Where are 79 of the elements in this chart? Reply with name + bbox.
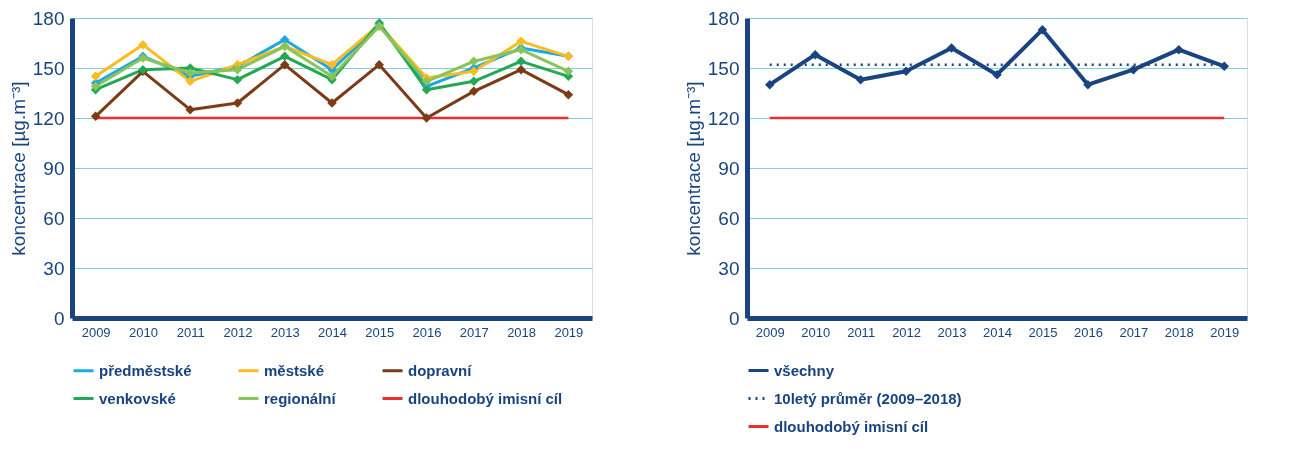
x-tick-label: 2011 bbox=[176, 324, 205, 340]
point bbox=[516, 36, 526, 47]
x-tick-label: 2014 bbox=[318, 324, 347, 340]
y-tick-label: 60 bbox=[43, 207, 65, 229]
y-tick-label: 120 bbox=[32, 107, 65, 129]
point bbox=[1174, 44, 1184, 55]
x-tick-label: 2012 bbox=[892, 324, 922, 340]
x-tick-label: 2017 bbox=[1119, 324, 1149, 340]
y-tick-label: 60 bbox=[718, 207, 740, 229]
point bbox=[185, 76, 195, 87]
x-tick-label: 2011 bbox=[847, 324, 876, 340]
legend-label: předměstské bbox=[99, 361, 192, 379]
x-tick-label: 2016 bbox=[412, 324, 442, 340]
point bbox=[279, 51, 290, 62]
point bbox=[421, 76, 432, 87]
y-tick-label: 90 bbox=[43, 157, 65, 179]
point bbox=[1083, 79, 1093, 90]
x-tick-label: 2018 bbox=[1164, 324, 1194, 340]
legend-label: dlouhodobý imisní cíl bbox=[774, 417, 929, 435]
x-tick-label: 2010 bbox=[801, 324, 831, 340]
point bbox=[185, 104, 195, 115]
point bbox=[992, 69, 1002, 80]
point bbox=[469, 76, 479, 87]
y-tick-label: 0 bbox=[53, 307, 65, 329]
point bbox=[1219, 61, 1230, 72]
point bbox=[138, 39, 148, 50]
x-tick-label: 2019 bbox=[1210, 324, 1240, 340]
point bbox=[327, 59, 337, 70]
y-axis-title: koncentrace [µg.m⁻³] bbox=[7, 81, 29, 256]
legend-label: všechny bbox=[774, 361, 835, 379]
point bbox=[90, 111, 101, 122]
point bbox=[232, 74, 243, 85]
point bbox=[946, 43, 957, 53]
point bbox=[1037, 24, 1048, 35]
x-tick-label: 2013 bbox=[937, 324, 967, 340]
legend-label: 10letý průměr (2009–2018) bbox=[774, 389, 962, 407]
y-tick-label: 120 bbox=[707, 107, 740, 129]
legend-label: venkovské bbox=[99, 389, 176, 407]
point bbox=[516, 64, 526, 75]
legend-label: dopravní bbox=[408, 361, 473, 379]
x-tick-label: 2012 bbox=[223, 324, 253, 340]
x-tick-label: 2017 bbox=[459, 324, 489, 340]
point bbox=[90, 71, 101, 82]
x-tick-label: 2016 bbox=[1073, 324, 1103, 340]
x-tick-label: 2018 bbox=[507, 324, 537, 340]
y-tick-label: 30 bbox=[43, 257, 65, 279]
y-axis-title: koncentrace [µg.m⁻³] bbox=[682, 81, 704, 256]
point bbox=[374, 59, 385, 70]
x-tick-label: 2009 bbox=[81, 324, 111, 340]
x-tick-label: 2014 bbox=[983, 324, 1012, 340]
y-tick-label: 150 bbox=[32, 57, 65, 79]
point bbox=[901, 66, 911, 77]
y-tick-label: 180 bbox=[32, 7, 65, 29]
y-tick-label: 150 bbox=[707, 57, 740, 79]
x-tick-label: 2009 bbox=[755, 324, 785, 340]
point bbox=[469, 56, 479, 67]
legend-label: dlouhodobý imisní cíl bbox=[408, 389, 563, 407]
x-tick-label: 2013 bbox=[270, 324, 300, 340]
point bbox=[1128, 64, 1139, 75]
x-tick-label: 2015 bbox=[1028, 324, 1058, 340]
point bbox=[279, 59, 290, 70]
legend-label: regionální bbox=[264, 389, 337, 407]
point bbox=[563, 89, 574, 100]
point bbox=[810, 49, 820, 60]
y-tick-label: 0 bbox=[728, 307, 740, 329]
x-tick-label: 2010 bbox=[128, 324, 158, 340]
point bbox=[469, 86, 479, 97]
point bbox=[563, 66, 574, 77]
legend-label: městské bbox=[264, 361, 325, 379]
point bbox=[421, 113, 432, 123]
y-tick-label: 90 bbox=[718, 157, 740, 179]
y-tick-label: 30 bbox=[718, 257, 740, 279]
point bbox=[232, 98, 243, 108]
x-tick-label: 2019 bbox=[554, 324, 584, 340]
x-tick-label: 2015 bbox=[365, 324, 395, 340]
point bbox=[516, 56, 526, 67]
y-tick-label: 180 bbox=[707, 7, 740, 29]
point bbox=[764, 79, 775, 90]
point bbox=[469, 66, 479, 77]
